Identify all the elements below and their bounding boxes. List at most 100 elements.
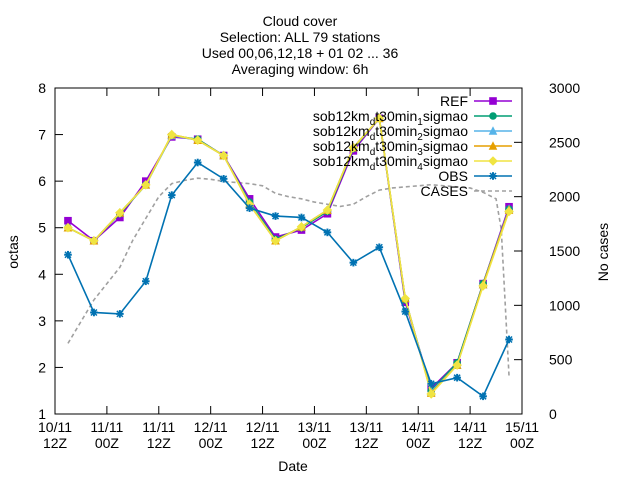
x-tick-label-date: 13/11	[297, 419, 331, 435]
series-line	[67, 161, 510, 398]
data-point	[64, 250, 72, 259]
legend-label: sob12kmdt30min3sigmao	[313, 138, 468, 158]
x-tick-label-date: 12/11	[246, 419, 280, 435]
legend-label-part: t30min	[375, 153, 417, 169]
data-point-stroke	[271, 212, 280, 220]
data-point-stroke	[64, 251, 72, 259]
x-axis-label: Date	[278, 458, 308, 474]
legend-label: OBS	[438, 168, 468, 184]
data-point	[489, 97, 497, 105]
data-point-stroke	[401, 308, 409, 316]
x-tick-label-hour: 00Z	[302, 435, 327, 451]
legend-label-part: sigmao	[423, 123, 468, 139]
legend-entry: CASES	[421, 183, 512, 199]
series-4	[63, 113, 514, 399]
data-point	[453, 373, 461, 382]
y-tick-label: 7	[38, 127, 46, 143]
y2-tick-label: 2000	[549, 189, 580, 205]
x-tick-label-hour: 12Z	[458, 435, 483, 451]
x-tick-label-date: 11/11	[142, 419, 175, 435]
y2-tick-label: 2500	[549, 134, 580, 150]
x-tick-label-date: 14/11	[453, 419, 487, 435]
legend-label-part: t30min	[375, 123, 417, 139]
data-point	[488, 156, 498, 166]
title-line: Averaging window: 6h	[232, 61, 369, 77]
data-point-stroke	[453, 374, 461, 382]
y-tick-label: 2	[38, 359, 46, 375]
data-point-stroke	[142, 277, 150, 285]
legend-label-part: sigmao	[423, 138, 468, 154]
data-point	[218, 150, 229, 161]
series-line	[67, 116, 510, 396]
y2-tick-label: 3000	[549, 80, 580, 96]
legend-label-subscript: d	[370, 117, 376, 128]
data-point	[193, 158, 202, 167]
data-point	[115, 208, 125, 218]
series-lines	[63, 113, 514, 401]
data-point	[400, 293, 411, 304]
legend-label: CASES	[421, 183, 468, 199]
data-point	[167, 191, 176, 199]
y2-tick-label: 0	[549, 406, 557, 422]
data-point	[89, 235, 99, 246]
legend-label-subscript: d	[370, 147, 376, 158]
data-point	[141, 180, 151, 190]
y-tick-label: 8	[38, 80, 46, 96]
data-point	[192, 135, 203, 145]
y2-tick-label: 1500	[549, 243, 580, 259]
data-point-stroke	[116, 310, 124, 318]
series-5	[64, 158, 513, 401]
data-point-stroke	[505, 335, 513, 344]
y-tick-label: 3	[38, 313, 46, 329]
data-point	[488, 126, 498, 135]
x-tick-label-hour: 00Z	[510, 435, 535, 451]
y-axis-label: octas	[5, 235, 21, 268]
legend-label: REF	[440, 93, 468, 109]
x-tick-label-date: 11/11	[90, 419, 123, 435]
data-point-stroke	[427, 380, 435, 388]
legend-label: sob12kmdt30min2sigmao	[313, 123, 468, 143]
data-point-stroke	[479, 392, 487, 400]
legend-label-part: sob12km	[313, 108, 370, 124]
chart-axes: 1234567805001000150020002500300010/1112Z…	[38, 80, 580, 451]
data-point	[426, 389, 436, 399]
x-tick-label-hour: 00Z	[406, 435, 431, 451]
data-point	[489, 112, 497, 120]
legend-label: sob12kmdt30min1sigmao	[313, 108, 468, 128]
data-point	[505, 335, 513, 344]
title-line: Selection: ALL 79 stations	[220, 29, 381, 45]
data-point	[427, 379, 435, 388]
legend-entry: sob12kmdt30min1sigmao	[313, 108, 512, 128]
x-tick-label-date: 13/11	[349, 419, 383, 435]
data-point	[488, 141, 498, 150]
data-point	[401, 307, 410, 316]
x-tick-label-hour: 12Z	[250, 435, 275, 451]
data-point	[297, 213, 306, 222]
legend-label: sob12kmdt30min4sigmao	[313, 153, 468, 173]
data-point-stroke	[168, 191, 176, 199]
data-point	[296, 221, 307, 232]
data-point	[142, 277, 150, 286]
data-point	[270, 235, 281, 246]
legend-label-part: REF	[440, 93, 468, 109]
data-point-stroke	[90, 308, 98, 317]
data-point-stroke	[220, 175, 228, 183]
cases-line	[67, 177, 510, 377]
legend-label-subscript: 4	[417, 162, 423, 173]
y-tick-label: 5	[38, 220, 46, 236]
y2-axis-label: No cases	[595, 223, 611, 281]
data-point	[64, 216, 72, 225]
data-point	[349, 258, 358, 267]
legend-label-subscript: 1	[417, 117, 423, 128]
data-point-stroke	[323, 228, 331, 236]
x-tick-label-hour: 00Z	[199, 435, 224, 451]
data-point-stroke	[194, 158, 202, 167]
title-line: Cloud cover	[263, 13, 338, 29]
y2-tick-label: 1000	[549, 297, 580, 313]
data-point	[348, 142, 359, 153]
data-point	[478, 281, 488, 291]
y-tick-label: 6	[38, 173, 46, 189]
cases-series	[67, 177, 510, 377]
x-tick-label-date: 14/11	[401, 419, 435, 435]
